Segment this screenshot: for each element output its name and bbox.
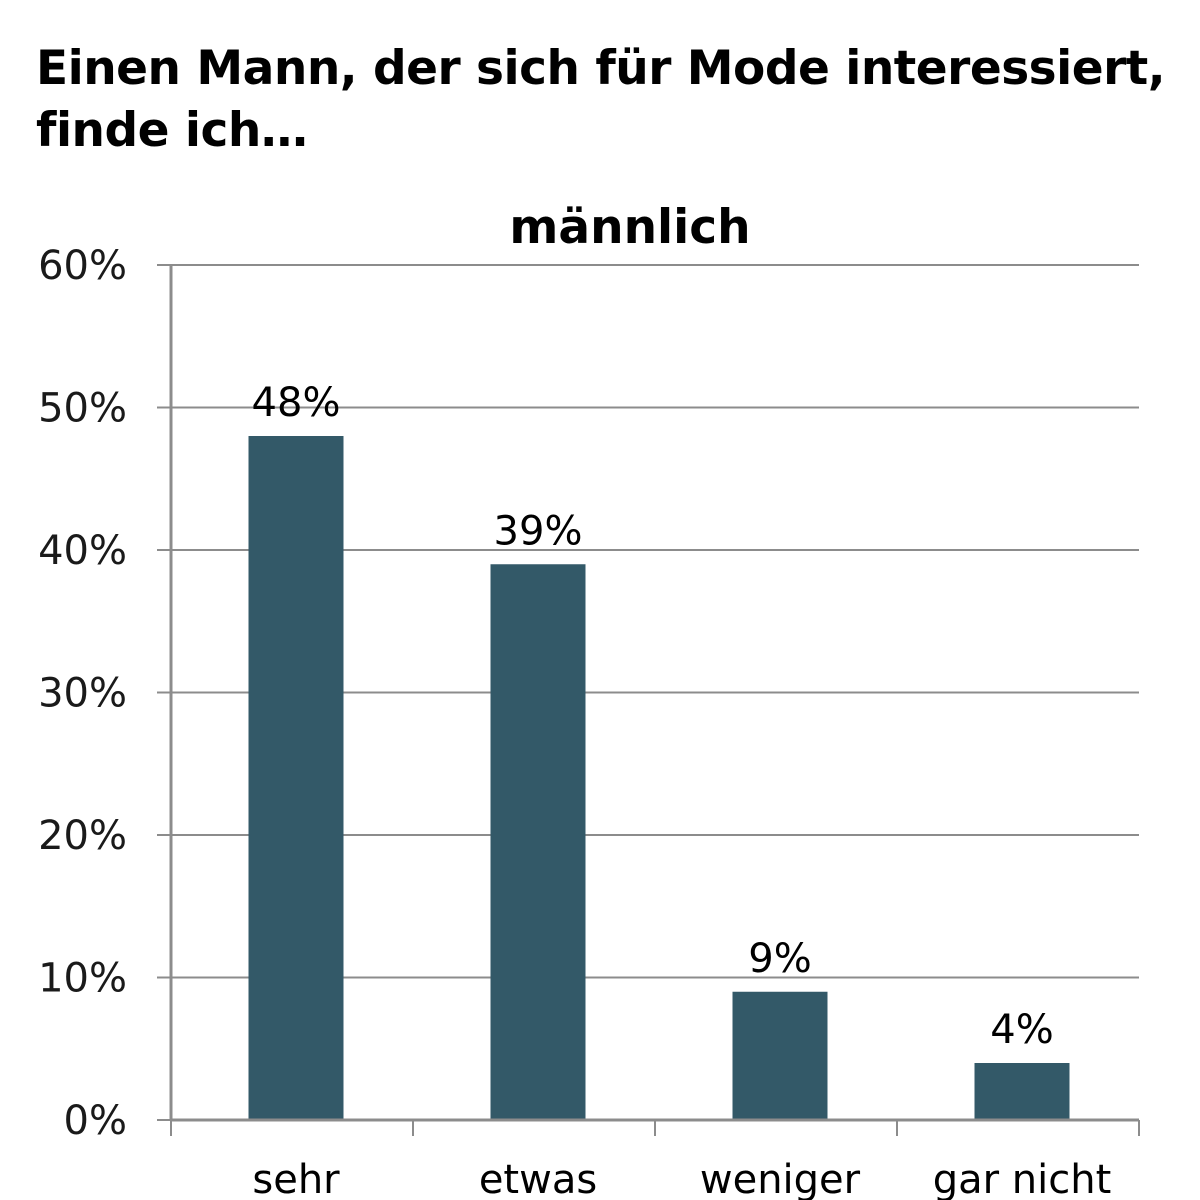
y-tick-label: 20% bbox=[38, 813, 127, 859]
y-tick-label: 10% bbox=[38, 956, 127, 1002]
bar bbox=[490, 564, 586, 1120]
data-label: 48% bbox=[252, 380, 341, 426]
chart-title: männlich bbox=[509, 200, 750, 255]
x-category-label: etwas bbox=[479, 1157, 597, 1200]
bar bbox=[974, 1063, 1070, 1120]
data-label: 39% bbox=[494, 508, 583, 554]
heading-line-2: finde ich… bbox=[36, 103, 308, 158]
bars bbox=[248, 436, 1070, 1120]
heading-line-1: Einen Mann, der sich für Mode interessie… bbox=[36, 41, 1166, 96]
x-category-label: gar nicht bbox=[933, 1157, 1112, 1200]
chart-heading: Einen Mann, der sich für Mode interessie… bbox=[36, 38, 1176, 162]
data-label: 4% bbox=[990, 1007, 1053, 1053]
y-tick-label: 0% bbox=[64, 1098, 127, 1144]
x-category-label: sehr bbox=[252, 1157, 340, 1200]
y-tick-label: 60% bbox=[38, 243, 127, 289]
labels: 0% 10% 20% 30% 40% 50% 60% 48% sehr 39% etwas 9% wen… bbox=[38, 243, 1111, 1200]
y-tick-label: 50% bbox=[38, 386, 127, 432]
bar bbox=[248, 436, 344, 1120]
y-tick-label: 40% bbox=[38, 528, 127, 574]
x-category-label: weniger bbox=[700, 1157, 861, 1200]
bar bbox=[732, 991, 828, 1120]
y-tick-label: 30% bbox=[38, 671, 127, 717]
axes bbox=[157, 264, 1140, 1136]
data-label: 9% bbox=[748, 936, 811, 982]
